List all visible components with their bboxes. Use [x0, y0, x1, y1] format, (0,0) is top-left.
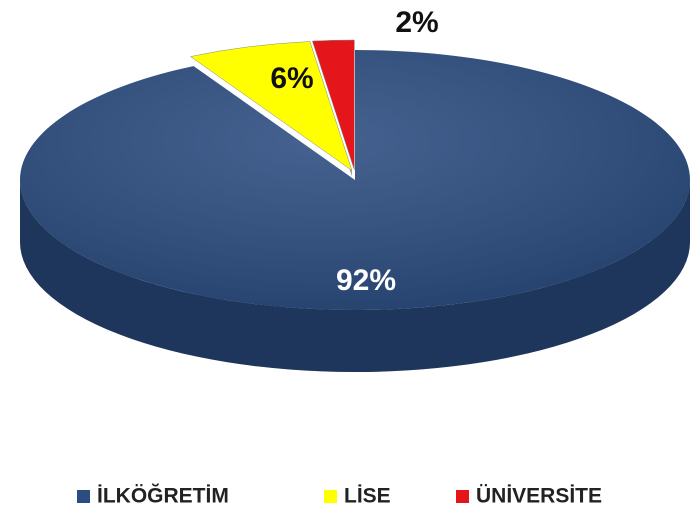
- data-label: 92%: [336, 264, 396, 297]
- pie-side: [20, 180, 690, 372]
- legend-label: İLKÖĞRETİM: [97, 484, 229, 508]
- pie-slice: [189, 41, 353, 172]
- legend-swatch: [456, 490, 469, 503]
- slice-shine: [19, 50, 690, 310]
- pie-slice: [312, 39, 355, 171]
- legend-swatch: [324, 490, 337, 503]
- pie-side-shade: [20, 180, 690, 372]
- data-label: 2%: [395, 6, 438, 39]
- data-label: 6%: [270, 62, 313, 95]
- legend-label: ÜNİVERSİTE: [476, 485, 602, 508]
- legend-swatch: [77, 490, 90, 503]
- legend-label: LİSE: [344, 485, 391, 508]
